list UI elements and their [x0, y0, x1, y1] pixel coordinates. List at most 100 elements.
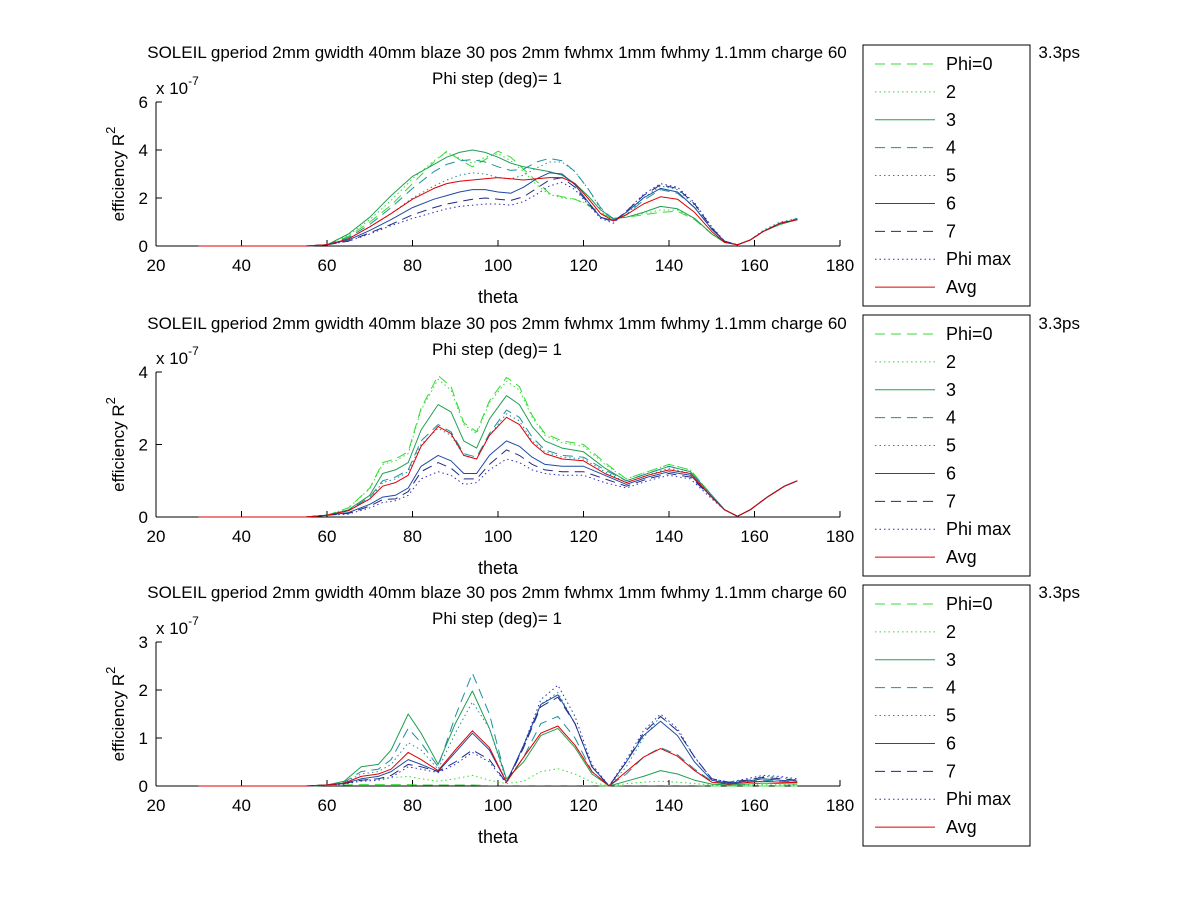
chart-panel-3: 20 40 60 80 100 120 140 160 180 0 1 2 3 x 10-7 theta ef…: [103, 583, 1080, 847]
legend-label: 3: [946, 650, 956, 670]
x-axis-label: theta: [478, 827, 519, 847]
legend-label: Phi=0: [946, 54, 993, 74]
x-tick-label: 40: [232, 256, 251, 275]
x-tick-label: 60: [318, 256, 337, 275]
series-line-5: [198, 413, 798, 518]
y-axis-label-superscript: 2: [103, 127, 118, 134]
series-line-4: [198, 672, 798, 787]
x-tick-label: 180: [826, 796, 854, 815]
chart-title-tail: 3.3ps: [1038, 43, 1080, 62]
chart-subtitle: Phi step (deg)= 1: [432, 340, 562, 359]
series-line-6: [198, 694, 798, 787]
x-tick-label: 180: [826, 527, 854, 546]
legend-label: 5: [946, 436, 956, 456]
legend-label: 6: [946, 733, 956, 753]
y-tick-label: 6: [139, 93, 148, 112]
legend-label: 3: [946, 380, 956, 400]
y-tick-label: 0: [139, 237, 148, 256]
legend-label: 7: [946, 491, 956, 511]
legend-label: Phi max: [946, 249, 1011, 269]
legend-label: Phi max: [946, 519, 1011, 539]
series-line-1: [198, 784, 798, 787]
x-tick-label: 80: [403, 527, 422, 546]
x-tick-label: 80: [403, 256, 422, 275]
x-tick-label: 160: [740, 527, 768, 546]
legend-label: 3: [946, 110, 956, 130]
chart-title: SOLEIL gperiod 2mm gwidth 40mm blaze 30 …: [147, 43, 846, 62]
series-line-4: [198, 157, 798, 247]
legend-label: 2: [946, 82, 956, 102]
x-axis-label: theta: [478, 558, 519, 578]
series-line-1: [198, 375, 798, 518]
y-axis-label-superscript: 2: [103, 667, 118, 674]
legend-label: 4: [946, 138, 956, 158]
series-line-7: [198, 177, 798, 247]
series-line-3: [198, 149, 798, 247]
x-tick-label: 120: [569, 796, 597, 815]
y-axis-label: efficiency R2: [103, 127, 128, 222]
y-tick-label: 0: [139, 777, 148, 796]
y-tick-label: 4: [139, 141, 148, 160]
legend-box: [862, 314, 1031, 577]
series-line-9: [198, 177, 798, 247]
series-line-3: [198, 690, 798, 787]
series-line-6: [198, 172, 798, 247]
legend-box: [862, 44, 1031, 307]
legend-label: 4: [946, 408, 956, 428]
legend-label: 6: [946, 463, 956, 483]
y-tick-label: 1: [139, 729, 148, 748]
y-exponent-label: x 10-7: [156, 74, 199, 98]
x-tick-label: 40: [232, 796, 251, 815]
chart-title: SOLEIL gperiod 2mm gwidth 40mm blaze 30 …: [147, 314, 846, 333]
x-tick-label: 140: [655, 256, 683, 275]
y-exponent-superscript: -7: [188, 74, 199, 88]
x-tick-label: 120: [569, 256, 597, 275]
y-tick-label: 3: [139, 633, 148, 652]
legend-label: Avg: [946, 277, 977, 297]
chart-title-tail: 3.3ps: [1038, 314, 1080, 333]
x-tick-label: 180: [826, 256, 854, 275]
x-tick-label: 160: [740, 796, 768, 815]
x-tick-label: 80: [403, 796, 422, 815]
legend-label: 2: [946, 622, 956, 642]
legend-label: Phi=0: [946, 324, 993, 344]
y-exponent-label: x 10-7: [156, 344, 199, 368]
series-line-8: [198, 458, 798, 518]
x-tick-label: 120: [569, 527, 597, 546]
y-tick-label: 2: [139, 436, 148, 455]
x-tick-label: 20: [147, 256, 166, 275]
x-tick-label: 100: [484, 527, 512, 546]
series-line-5: [198, 161, 798, 247]
x-tick-label: 60: [318, 796, 337, 815]
chart-title-tail: 3.3ps: [1038, 583, 1080, 602]
legend-label: Phi=0: [946, 594, 993, 614]
x-tick-label: 140: [655, 796, 683, 815]
legend-label: Phi max: [946, 789, 1011, 809]
x-tick-label: 20: [147, 796, 166, 815]
series-line-5: [198, 691, 798, 787]
x-tick-label: 60: [318, 527, 337, 546]
y-exponent-label: x 10-7: [156, 614, 199, 638]
series-line-3: [198, 395, 798, 518]
x-tick-label: 160: [740, 256, 768, 275]
chart-panel-1: 20 40 60 80 100 120 140 160 180 0 2 4 6 x 10-7 theta ef…: [103, 43, 1080, 307]
y-exponent-superscript: -7: [188, 344, 199, 358]
series-line-9: [198, 416, 798, 518]
y-tick-label: 0: [139, 508, 148, 527]
y-tick-label: 2: [139, 681, 148, 700]
x-tick-label: 140: [655, 527, 683, 546]
legend-label: 5: [946, 166, 956, 186]
legend-label: 6: [946, 193, 956, 213]
chart-subtitle: Phi step (deg)= 1: [432, 69, 562, 88]
chart-title: SOLEIL gperiod 2mm gwidth 40mm blaze 30 …: [147, 583, 846, 602]
series-line-7: [198, 696, 798, 787]
chart-panel-2: 20 40 60 80 100 120 140 160 180 0 2 4 x 10-7 theta eff…: [103, 314, 1080, 578]
y-exponent-superscript: -7: [188, 614, 199, 628]
y-tick-label: 2: [139, 189, 148, 208]
legend-label: 2: [946, 352, 956, 372]
x-tick-label: 100: [484, 256, 512, 275]
y-axis-label: efficiency R2: [103, 667, 128, 762]
y-tick-label: 4: [139, 363, 148, 382]
series-line-6: [198, 440, 798, 518]
series-line-7: [198, 449, 798, 518]
